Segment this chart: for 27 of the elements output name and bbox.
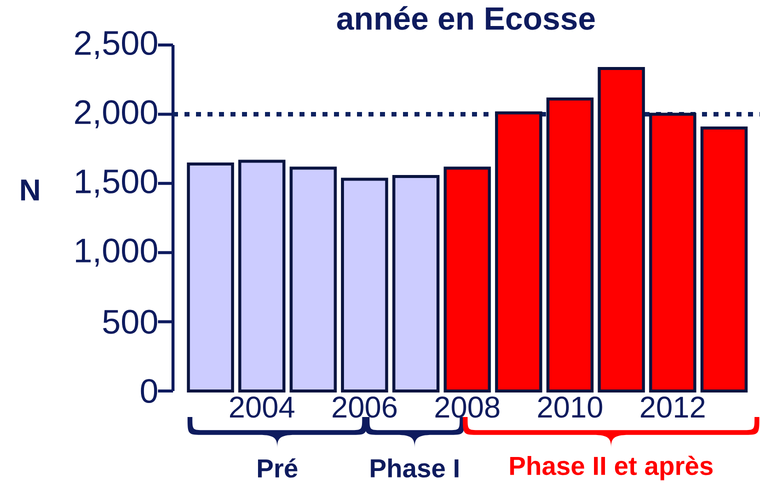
bar (290, 166, 337, 392)
text: Phase II et après (510, 456, 713, 480)
bar (340, 178, 388, 392)
text: Phase I (370, 458, 458, 478)
x-tick-label: 2012 (640, 396, 705, 418)
x-tick-label: 2008 (435, 396, 500, 418)
text: Pré (258, 458, 298, 478)
x-tick-label: 2006 (332, 396, 397, 418)
bar (238, 160, 286, 392)
y-axis-title: N (21, 180, 39, 200)
y-tick-label: 1,000 (76, 238, 158, 267)
bar (649, 112, 696, 392)
y-tick-label: 0 (140, 378, 158, 404)
y-tick-label: 2,000 (75, 100, 158, 128)
x-tick-label: 2004 (230, 396, 294, 418)
bar (186, 162, 234, 392)
bar (392, 174, 440, 392)
x-tick-label: 2010 (538, 396, 602, 418)
y-tick-label: 1,500 (76, 169, 158, 198)
bar (700, 126, 748, 392)
bar (598, 67, 645, 392)
y-tick-label: 500 (103, 310, 158, 334)
y-tick-label: 2,500 (75, 30, 158, 60)
bar (444, 166, 491, 392)
bar (495, 111, 542, 392)
chart-title: année en Ecosse (337, 6, 595, 30)
bar (546, 97, 594, 392)
